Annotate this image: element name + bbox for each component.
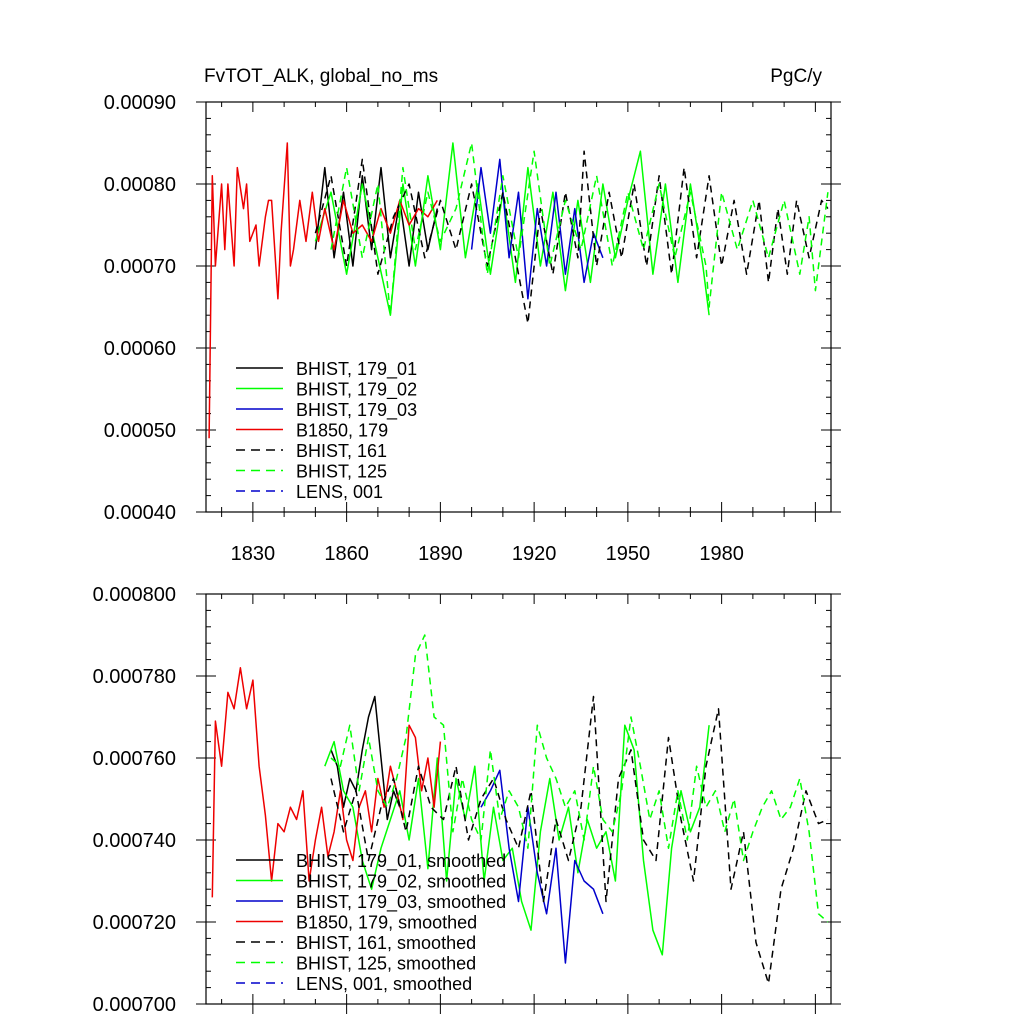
legend-label-5: BHIST, 125, smoothed xyxy=(296,954,476,974)
bottom-series-group xyxy=(211,634,829,985)
bottom-plot-frame xyxy=(205,593,832,1005)
x-tick-label: 1890 xyxy=(418,543,463,565)
legend-label-6: LENS, 001, smoothed xyxy=(296,974,472,994)
x-tick-label: 1950 xyxy=(606,543,651,565)
y-tick-label: 0.00090 xyxy=(104,92,176,114)
x-tick-label: 1860 xyxy=(324,543,369,565)
legend-label-3: B1850, 179, smoothed xyxy=(296,913,477,933)
legend-label-3: B1850, 179 xyxy=(296,421,388,441)
x-tick-label: 1830 xyxy=(231,543,276,565)
legend-label-4: BHIST, 161 xyxy=(296,441,387,461)
bottom-series-line-1 xyxy=(324,724,710,956)
top-plot-frame xyxy=(205,101,832,513)
bottom-panel: 0.000700 0.000720 0.000740 0.000760 0.000780… xyxy=(93,584,841,1016)
legend-label-0: BHIST, 179_01 xyxy=(296,359,417,380)
bottom-series-line-0 xyxy=(330,695,401,821)
top-series-group xyxy=(208,142,829,439)
y-tick-label: 0.00060 xyxy=(104,338,176,360)
bottom-axis-ticks xyxy=(196,593,841,1014)
bottom-series-line-4 xyxy=(330,695,829,985)
top-y-tick-labels: 0.00040 0.00050 0.00060 0.00070 0.00080 0.000… xyxy=(104,92,176,524)
y-tick-label: 0.000780 xyxy=(93,666,176,688)
top-series-line-5 xyxy=(330,142,829,316)
y-tick-label: 0.00040 xyxy=(104,502,176,524)
y-tick-label: 0.00080 xyxy=(104,174,176,196)
top-series-line-0 xyxy=(314,166,439,267)
legend-label-1: BHIST, 179_02 xyxy=(296,380,417,401)
legend-label-1: BHIST, 179_02, smoothed xyxy=(296,872,506,893)
legend-label-2: BHIST, 179_03, smoothed xyxy=(296,892,506,913)
y-tick-label: 0.000700 xyxy=(93,994,176,1016)
legend-label-0: BHIST, 179_01, smoothed xyxy=(296,851,506,872)
bottom-y-tick-labels: 0.000700 0.000720 0.000740 0.000760 0.000780… xyxy=(93,584,176,1016)
top-series-line-2 xyxy=(470,158,604,300)
y-tick-label: 0.000760 xyxy=(93,748,176,770)
bottom-series-line-5 xyxy=(330,634,829,923)
y-tick-label: 0.00050 xyxy=(104,420,176,442)
top-chart-units: PgC/y xyxy=(770,66,822,87)
y-tick-label: 0.000800 xyxy=(93,584,176,606)
top-x-tick-labels: 1830 1860 1890 1920 1950 1980 xyxy=(231,543,744,565)
top-axis-ticks xyxy=(196,101,841,522)
top-chart-title: FvTOT_ALK, global_no_ms xyxy=(204,66,438,87)
legend-label-5: BHIST, 125 xyxy=(296,462,387,482)
y-tick-label: 0.00070 xyxy=(104,256,176,278)
top-panel: FvTOT_ALK, global_no_ms PgC/y 0.000400.0… xyxy=(104,66,841,565)
y-tick-label: 0.000720 xyxy=(93,912,176,934)
x-tick-label: 1920 xyxy=(512,543,557,565)
legend-label-2: BHIST, 179_03 xyxy=(296,400,417,421)
x-tick-label: 1980 xyxy=(699,543,744,565)
legend-label-4: BHIST, 161, smoothed xyxy=(296,933,476,953)
top-series-line-3 xyxy=(208,142,438,439)
y-tick-label: 0.000740 xyxy=(93,830,176,852)
legend-label-6: LENS, 001 xyxy=(296,482,383,502)
